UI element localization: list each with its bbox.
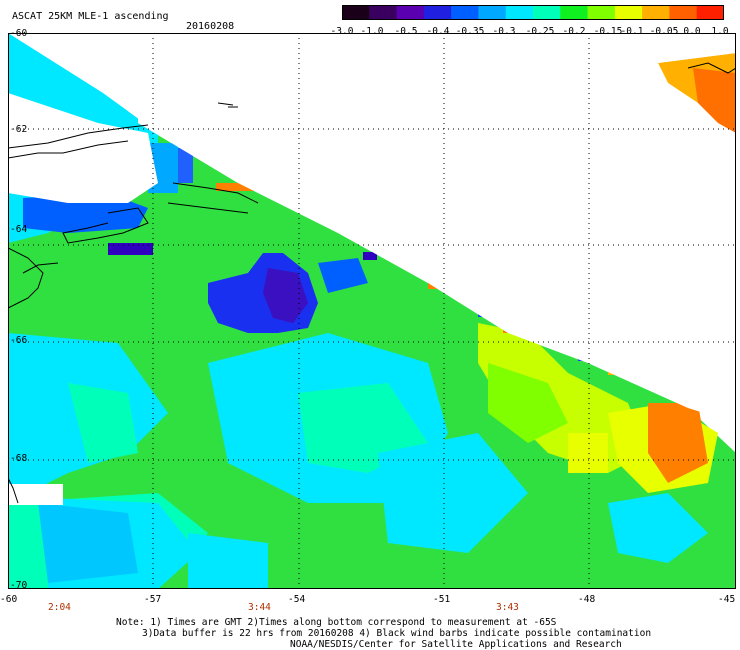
purple-patch (108, 243, 153, 255)
coastlines (8, 62, 736, 504)
lon-label: -60 (0, 594, 18, 605)
colorbar-label: -0.3 (492, 26, 516, 37)
ne-swath-orange (693, 68, 736, 133)
lon-label: -45 (718, 594, 736, 605)
colorbar-label: -1.0 (360, 26, 384, 37)
time-label: 2:04 (48, 602, 71, 613)
lon-label: -57 (144, 594, 162, 605)
colorbar-label: -3.0 (330, 26, 354, 37)
ascat-map (8, 33, 736, 589)
note-line-1: Note: 1) Times are GMT 2)Times along bot… (116, 617, 557, 628)
lat-label: -66 (10, 335, 28, 346)
colorbar-label: -0.15 (593, 26, 623, 37)
lat-label: -64 (10, 224, 28, 235)
time-label: 3:43 (496, 602, 519, 613)
lon-label: -54 (288, 594, 306, 605)
cyan-region (188, 533, 268, 589)
colorbar-segment (478, 5, 507, 20)
purple-patch (363, 252, 377, 260)
lat-label: -68 (10, 453, 28, 464)
colorbar-segment (369, 5, 398, 20)
colorbar-segment (696, 5, 724, 20)
colorbar-segment (669, 5, 698, 20)
no-data-area (8, 484, 63, 505)
colorbar-segment (614, 5, 643, 20)
orange-patch (216, 183, 256, 191)
time-label: 3:44 (248, 602, 271, 613)
colorbar-segment (642, 5, 670, 20)
colorbar-label: -0.05 (649, 26, 679, 37)
cyan-region (378, 433, 528, 553)
note-line-3: NOAA/NESDIS/Center for Satellite Applica… (290, 639, 622, 650)
colorbar-label: 1.0 (711, 26, 729, 37)
blue-region (178, 148, 193, 183)
colorbar-segment (451, 5, 479, 20)
colorbar-segment (533, 5, 561, 20)
blue-region (318, 258, 368, 293)
cyan-region (68, 383, 138, 463)
lat-label: -60 (10, 28, 28, 39)
colorbar-segment (423, 5, 452, 20)
yellow-region (488, 363, 568, 443)
colorbar-label: -0.35 (455, 26, 485, 37)
cyan-region (38, 503, 138, 583)
lat-label: -62 (10, 124, 28, 135)
colorbar-label: 0.0 (683, 26, 701, 37)
colorbar-labels: -3.0 -1.0 -0.5 -0.4 -0.35 -0.3 -0.25 -0.… (330, 26, 732, 38)
colorbar-label: -0.1 (620, 26, 644, 37)
colorbar-label: -0.2 (562, 26, 586, 37)
map-title: ASCAT 25KM MLE-1 ascending (12, 11, 169, 22)
colorbar-segment (505, 5, 534, 20)
cyan-region (608, 493, 708, 563)
no-data-area (8, 33, 736, 423)
colorbar-segment (560, 5, 589, 20)
colorbar-label: -0.5 (394, 26, 418, 37)
colorbar-segment (396, 5, 425, 20)
dark-blue-eddy-core (263, 268, 308, 323)
colorbar-label: -0.25 (525, 26, 555, 37)
colorbar (342, 5, 724, 20)
map-date: 20160208 (186, 21, 235, 32)
lat-label: -70 (10, 580, 28, 591)
colorbar-segment (342, 5, 370, 20)
lon-label: -51 (433, 594, 451, 605)
orange-region (648, 403, 708, 483)
colorbar-label: -0.4 (426, 26, 450, 37)
colorbar-segment (587, 5, 616, 20)
note-line-2: 3)Data buffer is 22 hrs from 20160208 4)… (142, 628, 652, 639)
yellow-region (568, 433, 608, 473)
lon-label: -48 (578, 594, 596, 605)
